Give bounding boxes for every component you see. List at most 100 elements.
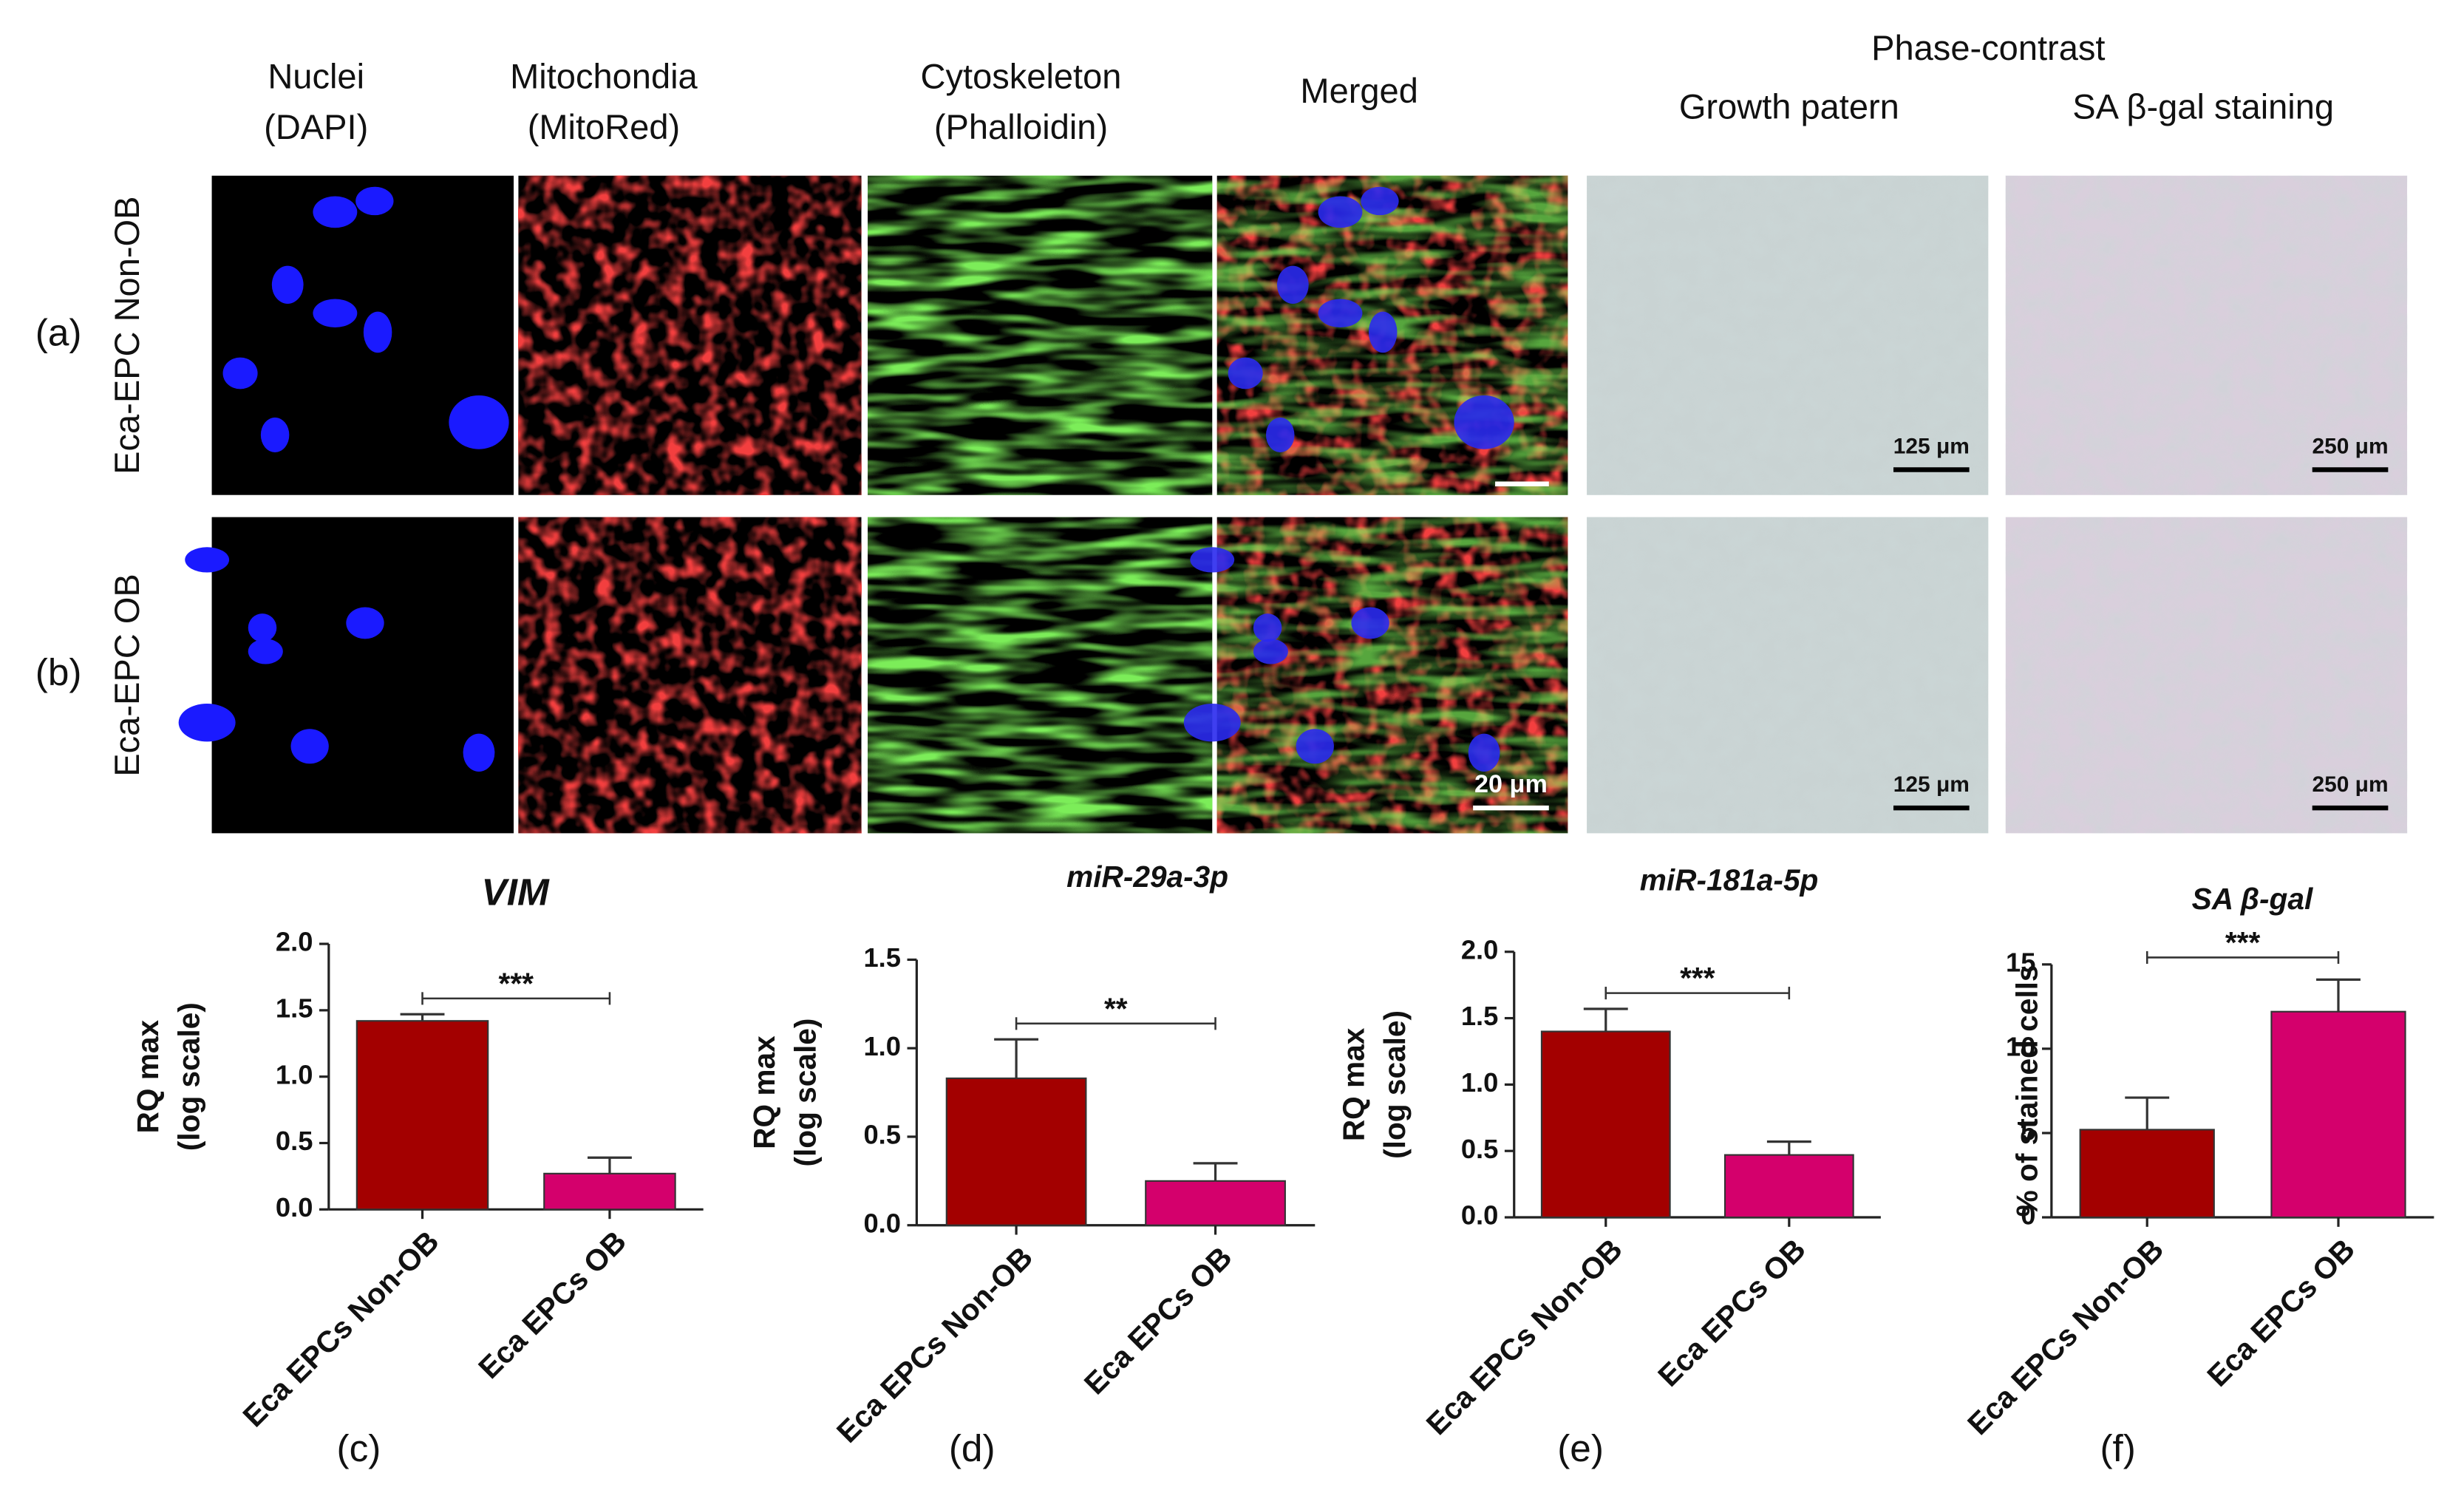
nucleus — [248, 613, 277, 642]
bar — [355, 1020, 489, 1211]
nucleus — [313, 299, 358, 328]
x-tick-label: Eca EPCs Non-OB — [236, 1224, 445, 1433]
nucleus — [346, 607, 384, 639]
bar — [2079, 1129, 2215, 1219]
nucleus — [1190, 547, 1235, 573]
nucleus — [1368, 311, 1398, 353]
row-label: (a) — [35, 311, 82, 353]
nucleus — [1253, 639, 1288, 664]
nucleus — [1351, 607, 1389, 639]
column-header: Growth patern — [1679, 86, 1899, 126]
y-tick-label: 1.0 — [276, 1059, 313, 1089]
scale-label: 250 μm — [2312, 434, 2388, 458]
nucleus — [1276, 265, 1309, 304]
column-header: SA β-gal staining — [2072, 86, 2334, 126]
y-axis-label: % of stained cells — [2010, 965, 2044, 1217]
nucleus — [1228, 357, 1263, 390]
nucleus — [260, 417, 290, 452]
nucleus — [271, 265, 304, 304]
y-tick-label: 0.0 — [1461, 1200, 1499, 1231]
nucleus — [290, 729, 329, 764]
x-tick-label: Eca EPCs Non-OB — [830, 1240, 1039, 1449]
actin-texture — [868, 175, 1213, 495]
phase-texture — [1587, 175, 1989, 495]
significance: *** — [2225, 925, 2261, 959]
y-axis-label: (log scale) — [789, 1018, 823, 1167]
x-tick-label: Eca EPCs OB — [1651, 1232, 1812, 1393]
x-tick-label: Eca EPCs OB — [1078, 1240, 1239, 1401]
column-header: (MitoRed) — [528, 107, 680, 146]
bar — [1540, 1030, 1671, 1219]
row-label: (b) — [35, 651, 82, 693]
y-axis-label: (log scale) — [171, 1002, 205, 1151]
nucleus — [1361, 186, 1399, 216]
nucleus — [1296, 729, 1334, 764]
nucleus — [1454, 395, 1514, 449]
column-header: Merged — [1300, 71, 1418, 110]
bar — [543, 1172, 676, 1211]
row-name: Eca-EPC OB — [107, 574, 146, 776]
y-tick-label: 2.0 — [1461, 934, 1499, 965]
panel-label: (d) — [949, 1427, 996, 1469]
y-tick-label: 0.0 — [863, 1208, 901, 1238]
y-tick-label: 1.5 — [1461, 1001, 1499, 1031]
scale-label: 250 μm — [2312, 772, 2388, 797]
y-tick-label: 0 — [2021, 1200, 2035, 1231]
y-tick-label: 15 — [2006, 947, 2035, 977]
x-tick-label: Eca EPCs OB — [2200, 1232, 2361, 1393]
panel-label: (c) — [337, 1427, 381, 1469]
column-header: Nuclei — [268, 57, 364, 96]
y-tick-label: 0.5 — [1461, 1134, 1499, 1164]
y-axis-label: RQ max — [131, 1020, 165, 1134]
scale-label: 20 μm — [1474, 770, 1548, 798]
micrograph — [211, 517, 514, 834]
group-header: Phase-contrast — [1871, 28, 2105, 67]
mito-texture — [518, 175, 862, 495]
y-tick-label: 1.0 — [1461, 1067, 1499, 1098]
y-tick-label: 5 — [2021, 1116, 2035, 1146]
x-tick-label: Eca EPCs Non-OB — [1961, 1232, 2170, 1441]
panel-label: (f) — [2100, 1427, 2135, 1469]
chart-title: SA β-gal — [2192, 882, 2313, 916]
y-axis-label: RQ max — [747, 1035, 781, 1149]
nucleus — [463, 733, 495, 772]
nucleus — [355, 186, 394, 216]
nucleus — [222, 357, 258, 390]
nucleus — [449, 395, 509, 449]
y-tick-label: 10 — [2006, 1032, 2035, 1062]
actin-texture — [868, 517, 1213, 834]
bar — [1723, 1154, 1854, 1219]
row-name: Eca-EPC Non-OB — [107, 197, 146, 475]
nucleus — [1318, 196, 1363, 228]
nucleus — [178, 703, 236, 742]
chart-title: VIM — [482, 871, 550, 913]
column-header: Cytoskeleton — [921, 57, 1122, 96]
y-tick-label: 1.5 — [863, 942, 901, 973]
nucleus — [248, 639, 283, 664]
significance: *** — [499, 967, 534, 1001]
y-tick-label: 0.5 — [276, 1126, 313, 1156]
bar — [945, 1077, 1087, 1226]
column-header: Mitochondia — [510, 57, 698, 96]
column-header: (DAPI) — [264, 107, 368, 146]
y-tick-label: 1.5 — [276, 993, 313, 1023]
y-tick-label: 0.0 — [276, 1192, 313, 1222]
y-tick-label: 2.0 — [276, 927, 313, 957]
column-header: (Phalloidin) — [934, 107, 1108, 146]
scale-label: 125 μm — [1893, 434, 1970, 458]
y-tick-label: 1.0 — [863, 1031, 901, 1061]
nucleus — [1265, 417, 1295, 452]
nucleus — [1253, 613, 1282, 642]
y-tick-label: 0.5 — [863, 1120, 901, 1150]
significance: ** — [1104, 991, 1128, 1025]
nucleus — [1468, 733, 1500, 772]
mito-texture — [518, 517, 862, 834]
nucleus — [313, 196, 358, 228]
phase-texture — [2005, 175, 2408, 495]
chart-title: miR-181a-5p — [1640, 863, 1819, 897]
bar — [2270, 1010, 2406, 1219]
scale-label: 125 μm — [1893, 772, 1970, 797]
panel-label: (e) — [1557, 1427, 1604, 1469]
phase-texture — [2005, 517, 2408, 834]
